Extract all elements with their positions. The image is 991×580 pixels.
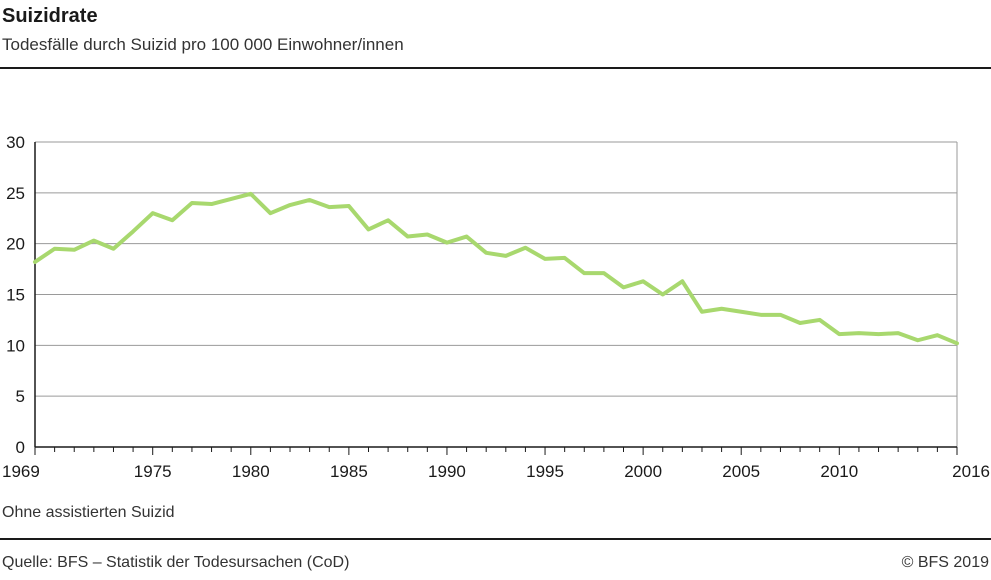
y-tick-label-5: 5 xyxy=(16,387,25,406)
y-tick-label-25: 25 xyxy=(6,184,25,203)
chart-subtitle: Todesfälle durch Suizid pro 100 000 Einw… xyxy=(2,35,404,54)
series-line-0 xyxy=(33,191,959,346)
x-tick-label-1969: 1969 xyxy=(2,462,40,481)
y-tick-label-0: 0 xyxy=(16,438,25,457)
bottom-divider xyxy=(0,538,991,540)
x-tick-label-2000: 2000 xyxy=(624,462,662,481)
axes xyxy=(34,142,958,448)
x-tick-label-2010: 2010 xyxy=(820,462,858,481)
chart-note: Ohne assistierten Suizid xyxy=(2,504,175,521)
x-axis-ticks: 1969 1975 1980 1985 1990 1995 2000 2005 2010 2016 xyxy=(2,447,990,481)
top-divider xyxy=(0,67,991,69)
x-tick-label-1990: 1990 xyxy=(428,462,466,481)
x-tick-label-1980: 1980 xyxy=(232,462,270,481)
y-tick-label-10: 10 xyxy=(6,336,25,355)
x-tick-label-1975: 1975 xyxy=(134,462,172,481)
y-axis-ticks: 0 5 10 15 20 25 30 xyxy=(6,133,25,457)
x-tick-label-1995: 1995 xyxy=(526,462,564,481)
chart-title: Suizidrate xyxy=(2,5,98,27)
y-tick-label-20: 20 xyxy=(6,235,25,254)
line-chart: 0 5 10 15 20 25 30 1969 1975 1980 1985 1990 1995 200… xyxy=(2,133,990,481)
x-tick-label-1985: 1985 xyxy=(330,462,368,481)
grid-lines xyxy=(35,141,957,397)
source-text: Quelle: BFS – Statistik der Todesursache… xyxy=(2,554,350,571)
x-tick-label-2005: 2005 xyxy=(722,462,760,481)
series xyxy=(33,191,959,346)
copyright-text: © BFS 2019 xyxy=(901,554,989,571)
x-tick-label-2016: 2016 xyxy=(952,462,990,481)
y-tick-label-30: 30 xyxy=(6,133,25,152)
y-tick-label-15: 15 xyxy=(6,286,25,305)
